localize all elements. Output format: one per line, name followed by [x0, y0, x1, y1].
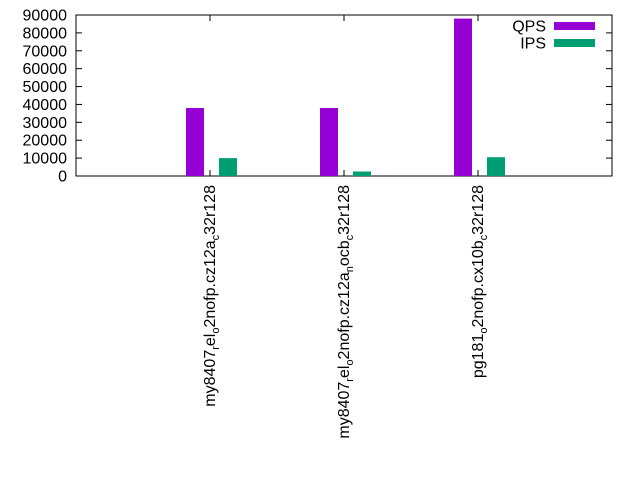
y-tick-label: 50000: [23, 79, 68, 96]
bar-qps: [320, 108, 338, 176]
x-tick-label: my8407relo2nofp.cz12ac32r128: [202, 185, 222, 407]
y-tick-label: 60000: [23, 61, 68, 78]
bar-ips: [219, 158, 237, 176]
x-axis-labels: my8407relo2nofp.cz12ac32r128 my8407relo2n…: [202, 15, 490, 439]
legend-swatch-ips: [554, 39, 595, 47]
legend-swatch-qps: [554, 22, 595, 30]
y-tick-label: 10000: [23, 151, 68, 168]
y-axis: 0100002000030000400005000060000700008000…: [23, 8, 612, 186]
bar-qps: [186, 108, 204, 176]
legend-label-ips: IPS: [520, 36, 546, 53]
bar-ips: [487, 157, 505, 176]
y-tick-label: 80000: [23, 25, 68, 42]
y-tick-label: 20000: [23, 133, 68, 150]
bar-ips: [353, 171, 371, 176]
y-tick-label: 70000: [23, 43, 68, 60]
bar-qps: [454, 18, 472, 177]
y-tick-label: 90000: [23, 8, 68, 25]
x-tick-label: pg181o2nofp.cx10bc32r128: [470, 185, 490, 378]
y-tick-label: 0: [58, 169, 67, 186]
x-tick-label: my8407relo2nofp.cz12anocbc32r128: [336, 185, 356, 439]
y-tick-label: 40000: [23, 97, 68, 114]
y-tick-label: 30000: [23, 115, 68, 132]
legend-label-qps: QPS: [512, 19, 546, 36]
bar-series: [186, 18, 505, 177]
